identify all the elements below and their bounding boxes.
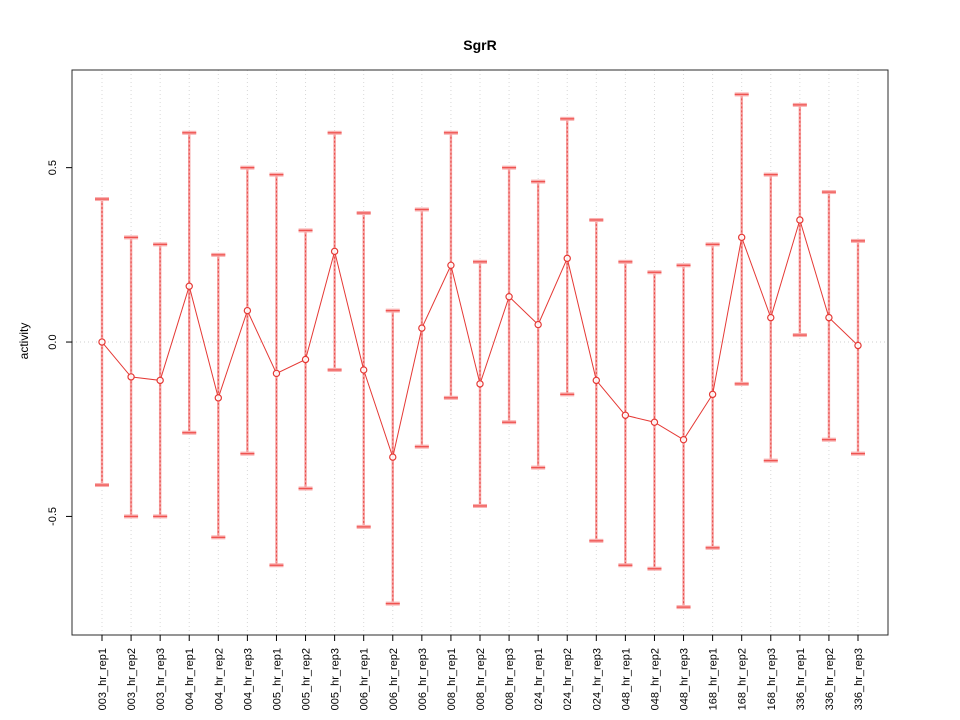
x-tick-label: 003_hr_rep3 <box>155 648 167 710</box>
data-point <box>418 324 426 332</box>
data-point <box>563 254 571 263</box>
data-point <box>825 313 833 322</box>
data-point <box>214 394 223 402</box>
x-tick-label: 005_hr_rep1 <box>271 648 283 710</box>
x-tick-label: 006_hr_rep1 <box>359 648 371 710</box>
data-point <box>389 453 397 461</box>
y-tick-label: 0.5 <box>47 160 59 175</box>
data-point <box>621 411 630 419</box>
x-tick-label: 005_hr_rep2 <box>301 648 313 710</box>
data-point <box>854 341 862 350</box>
data-point <box>243 306 252 315</box>
data-point <box>476 380 484 388</box>
data-point <box>650 418 659 426</box>
data-point <box>796 216 804 224</box>
x-tick-label: 024_hr_rep1 <box>533 648 545 710</box>
data-point <box>679 435 688 444</box>
x-tick-label: 004_hr_rep1 <box>184 648 196 710</box>
x-tick-label: 004_hr_rep3 <box>242 648 254 710</box>
data-point <box>534 320 542 329</box>
x-tick-label: 008_hr_rep2 <box>475 648 487 710</box>
x-tick-label: 003_hr_rep1 <box>97 648 109 710</box>
x-tick-label: 024_hr_rep3 <box>591 648 603 710</box>
data-point <box>330 247 339 256</box>
x-tick-label: 003_hr_rep2 <box>126 648 138 710</box>
data-point <box>359 366 368 374</box>
data-point <box>737 233 746 242</box>
x-tick-label: 336_hr_rep2 <box>824 648 836 710</box>
x-tick-label: 168_hr_rep1 <box>708 648 720 710</box>
data-point <box>127 373 135 381</box>
x-tick-label: 006_hr_rep2 <box>388 648 400 710</box>
data-point <box>708 390 717 399</box>
data-point <box>98 338 106 346</box>
data-point <box>447 261 455 270</box>
x-tick-label: 008_hr_rep1 <box>446 648 458 710</box>
data-point <box>767 313 775 322</box>
x-tick-label: 006_hr_rep3 <box>417 648 429 710</box>
chart-title: SgrR <box>463 37 497 53</box>
x-tick-label: 008_hr_rep3 <box>504 648 516 710</box>
x-tick-label: 004_hr_rep2 <box>213 648 225 710</box>
x-tick-label: 048_hr_rep1 <box>620 648 632 710</box>
data-point <box>592 376 601 385</box>
x-tick-label: 168_hr_rep2 <box>737 648 749 710</box>
x-tick-label: 024_hr_rep2 <box>562 648 574 710</box>
y-tick-label: 0.0 <box>47 334 59 349</box>
y-tick-label: -0.5 <box>47 507 59 526</box>
data-point <box>505 292 513 301</box>
x-tick-label: 336_hr_rep1 <box>795 648 807 710</box>
x-tick-label: 168_hr_rep3 <box>766 648 778 710</box>
data-point <box>301 355 310 364</box>
data-point <box>156 376 164 385</box>
x-tick-label: 005_hr_rep3 <box>330 648 342 710</box>
data-point <box>272 369 281 378</box>
x-tick-label: 048_hr_rep2 <box>649 648 661 710</box>
data-point <box>185 282 193 290</box>
x-tick-label: 048_hr_rep3 <box>679 648 691 710</box>
x-tick-label: 336_hr_rep3 <box>853 648 865 710</box>
